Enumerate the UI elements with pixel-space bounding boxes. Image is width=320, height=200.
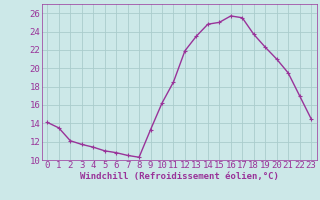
- X-axis label: Windchill (Refroidissement éolien,°C): Windchill (Refroidissement éolien,°C): [80, 172, 279, 181]
